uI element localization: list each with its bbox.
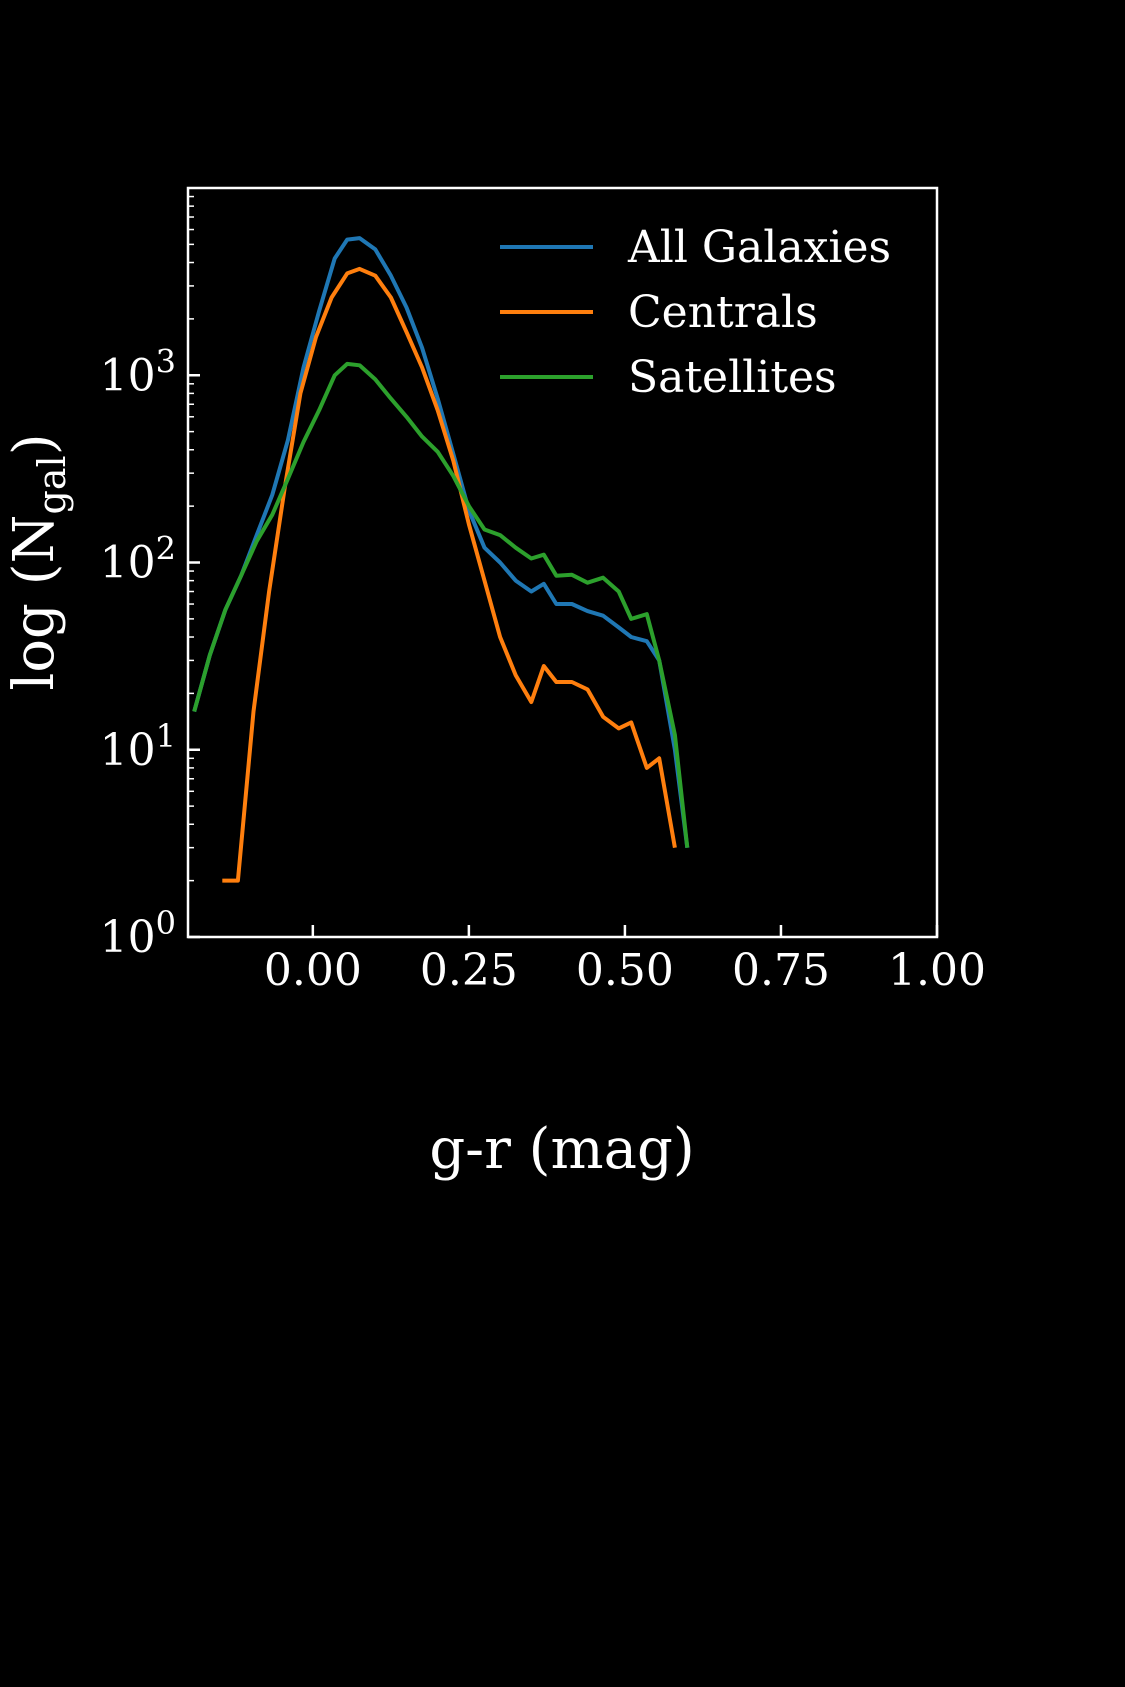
plot-frame: [186, 186, 939, 939]
x-ticks: 0.00 0.25 0.50 0.75 1.00: [264, 925, 986, 996]
x-tick-label: 0.75: [732, 945, 830, 996]
y-tick-label: 102: [100, 530, 176, 589]
y-axis-label: log (Ngal): [2, 433, 74, 690]
x-axis-label: g-r (mag): [429, 1117, 694, 1182]
series-line-all-galaxies: [192, 236, 690, 848]
y-axis-label-close: ): [2, 433, 67, 455]
y-axis-label-main: log (N: [2, 514, 67, 690]
series-lines: [192, 236, 690, 883]
series-line-satellites: [192, 361, 690, 848]
x-tick-label: 1.00: [888, 945, 986, 996]
legend-label: All Galaxies: [627, 222, 891, 273]
legend: All Galaxies Centrals Satellites: [500, 222, 891, 403]
legend-label: Centrals: [628, 287, 818, 338]
y-ticks: 100 101 102 103: [100, 195, 200, 963]
x-tick-label: 0.50: [576, 945, 674, 996]
y-tick-label: 100: [100, 904, 176, 963]
y-axis-label-sub: gal: [30, 455, 74, 514]
series-line-centrals: [222, 266, 677, 883]
x-tick-label: 0.25: [420, 945, 518, 996]
y-tick-label: 103: [100, 342, 176, 401]
legend-label: Satellites: [628, 352, 837, 403]
y-tick-label: 101: [100, 717, 176, 776]
x-tick-label: 0.00: [264, 945, 362, 996]
